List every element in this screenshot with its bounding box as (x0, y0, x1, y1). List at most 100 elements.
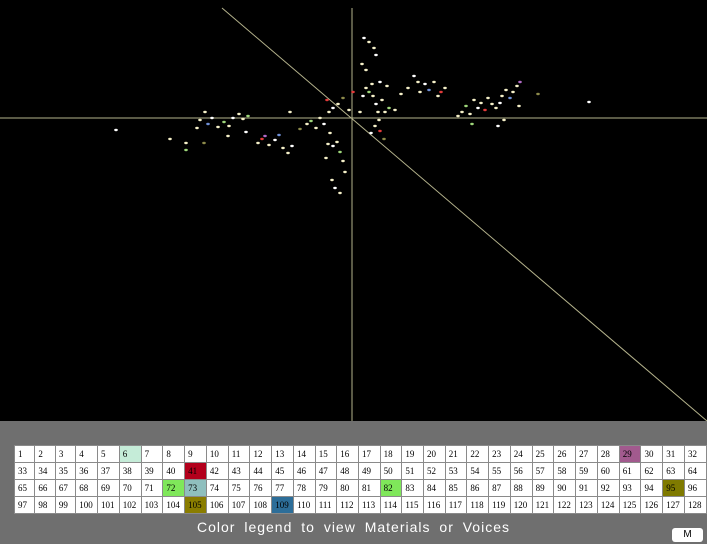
legend-cell-72[interactable]: 72 (162, 479, 186, 497)
legend-cell-45[interactable]: 45 (271, 462, 295, 480)
legend-cell-4[interactable]: 4 (75, 445, 98, 463)
legend-cell-32[interactable]: 32 (684, 445, 707, 463)
legend-cell-50[interactable]: 50 (379, 462, 403, 480)
legend-cell-82[interactable]: 82 (379, 479, 403, 497)
legend-cell-18[interactable]: 18 (379, 445, 403, 463)
legend-cell-107[interactable]: 107 (227, 496, 251, 514)
legend-cell-116[interactable]: 116 (423, 496, 446, 514)
legend-cell-127[interactable]: 127 (662, 496, 686, 514)
legend-cell-13[interactable]: 13 (271, 445, 295, 463)
legend-cell-14[interactable]: 14 (293, 445, 316, 463)
legend-cell-66[interactable]: 66 (34, 479, 56, 497)
legend-cell-125[interactable]: 125 (618, 496, 642, 514)
legend-cell-95[interactable]: 95 (662, 479, 686, 497)
legend-cell-51[interactable]: 51 (401, 462, 425, 480)
legend-cell-29[interactable]: 29 (618, 445, 642, 463)
legend-cell-81[interactable]: 81 (357, 479, 381, 497)
legend-cell-47[interactable]: 47 (314, 462, 338, 480)
legend-cell-12[interactable]: 12 (249, 445, 273, 463)
legend-cell-73[interactable]: 73 (184, 479, 207, 497)
legend-cell-114[interactable]: 114 (379, 496, 403, 514)
mode-toggle-button[interactable]: M (672, 528, 703, 542)
legend-cell-106[interactable]: 106 (205, 496, 229, 514)
legend-cell-16[interactable]: 16 (336, 445, 359, 463)
legend-cell-40[interactable]: 40 (162, 462, 186, 480)
legend-cell-25[interactable]: 25 (531, 445, 555, 463)
legend-cell-67[interactable]: 67 (54, 479, 77, 497)
legend-cell-37[interactable]: 37 (97, 462, 120, 480)
legend-cell-42[interactable]: 42 (205, 462, 229, 480)
legend-cell-124[interactable]: 124 (596, 496, 620, 514)
legend-cell-85[interactable]: 85 (444, 479, 468, 497)
legend-cell-77[interactable]: 77 (271, 479, 295, 497)
legend-cell-22[interactable]: 22 (466, 445, 490, 463)
legend-cell-96[interactable]: 96 (684, 479, 707, 497)
3d-viewport[interactable] (0, 0, 707, 421)
legend-cell-2[interactable]: 2 (34, 445, 56, 463)
legend-cell-105[interactable]: 105 (184, 496, 207, 514)
legend-cell-101[interactable]: 101 (97, 496, 120, 514)
point-cloud-canvas[interactable] (0, 0, 707, 421)
legend-cell-39[interactable]: 39 (140, 462, 164, 480)
legend-cell-89[interactable]: 89 (531, 479, 555, 497)
legend-cell-128[interactable]: 128 (684, 496, 707, 514)
legend-cell-70[interactable]: 70 (118, 479, 142, 497)
legend-cell-100[interactable]: 100 (75, 496, 98, 514)
legend-cell-10[interactable]: 10 (205, 445, 229, 463)
legend-cell-54[interactable]: 54 (466, 462, 490, 480)
legend-cell-31[interactable]: 31 (662, 445, 686, 463)
legend-cell-64[interactable]: 64 (684, 462, 707, 480)
legend-cell-38[interactable]: 38 (118, 462, 142, 480)
legend-cell-86[interactable]: 86 (466, 479, 490, 497)
legend-cell-5[interactable]: 5 (97, 445, 120, 463)
legend-cell-26[interactable]: 26 (553, 445, 577, 463)
legend-cell-120[interactable]: 120 (509, 496, 533, 514)
legend-cell-41[interactable]: 41 (184, 462, 207, 480)
legend-cell-61[interactable]: 61 (618, 462, 642, 480)
legend-cell-48[interactable]: 48 (336, 462, 359, 480)
legend-cell-58[interactable]: 58 (553, 462, 577, 480)
legend-cell-118[interactable]: 118 (466, 496, 490, 514)
legend-cell-99[interactable]: 99 (54, 496, 77, 514)
legend-cell-92[interactable]: 92 (596, 479, 620, 497)
legend-cell-28[interactable]: 28 (596, 445, 620, 463)
legend-cell-11[interactable]: 11 (227, 445, 251, 463)
legend-cell-43[interactable]: 43 (227, 462, 251, 480)
legend-cell-110[interactable]: 110 (293, 496, 316, 514)
legend-cell-123[interactable]: 123 (575, 496, 598, 514)
legend-cell-55[interactable]: 55 (488, 462, 511, 480)
legend-cell-24[interactable]: 24 (509, 445, 533, 463)
legend-cell-79[interactable]: 79 (314, 479, 338, 497)
legend-cell-91[interactable]: 91 (575, 479, 598, 497)
legend-cell-103[interactable]: 103 (140, 496, 164, 514)
legend-cell-94[interactable]: 94 (640, 479, 664, 497)
legend-cell-59[interactable]: 59 (575, 462, 598, 480)
legend-cell-87[interactable]: 87 (488, 479, 511, 497)
legend-cell-121[interactable]: 121 (531, 496, 555, 514)
legend-cell-23[interactable]: 23 (488, 445, 511, 463)
legend-cell-104[interactable]: 104 (162, 496, 186, 514)
legend-cell-98[interactable]: 98 (34, 496, 56, 514)
legend-cell-53[interactable]: 53 (444, 462, 468, 480)
legend-cell-112[interactable]: 112 (336, 496, 359, 514)
legend-cell-8[interactable]: 8 (162, 445, 186, 463)
legend-cell-111[interactable]: 111 (314, 496, 338, 514)
legend-cell-76[interactable]: 76 (249, 479, 273, 497)
legend-cell-97[interactable]: 97 (13, 496, 36, 514)
legend-cell-6[interactable]: 6 (118, 445, 142, 463)
legend-cell-35[interactable]: 35 (54, 462, 77, 480)
legend-cell-83[interactable]: 83 (401, 479, 425, 497)
legend-cell-113[interactable]: 113 (357, 496, 381, 514)
legend-cell-119[interactable]: 119 (488, 496, 511, 514)
legend-cell-63[interactable]: 63 (662, 462, 686, 480)
legend-cell-74[interactable]: 74 (205, 479, 229, 497)
legend-cell-1[interactable]: 1 (13, 445, 36, 463)
legend-cell-88[interactable]: 88 (509, 479, 533, 497)
legend-cell-30[interactable]: 30 (640, 445, 664, 463)
legend-cell-93[interactable]: 93 (618, 479, 642, 497)
legend-cell-75[interactable]: 75 (227, 479, 251, 497)
legend-cell-102[interactable]: 102 (118, 496, 142, 514)
legend-cell-49[interactable]: 49 (357, 462, 381, 480)
legend-cell-115[interactable]: 115 (401, 496, 425, 514)
legend-cell-7[interactable]: 7 (140, 445, 164, 463)
